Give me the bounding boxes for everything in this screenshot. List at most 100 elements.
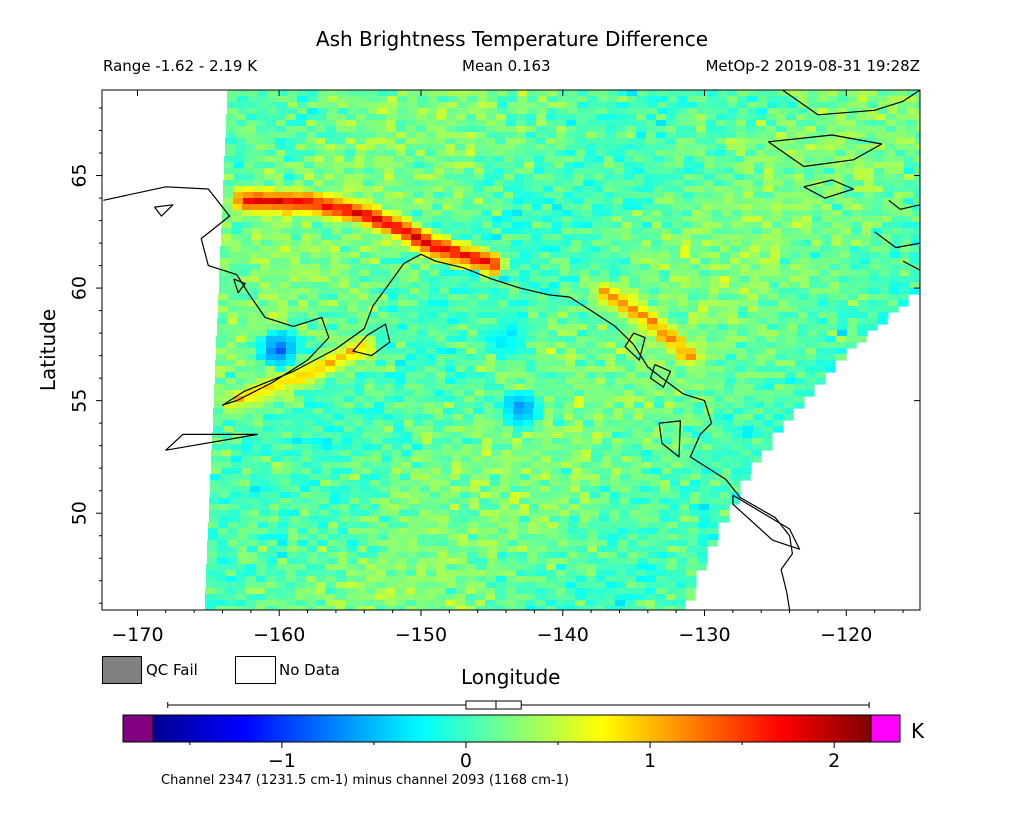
swath-pixel [622,444,633,451]
swath-pixel [619,276,630,283]
swath-pixel [639,504,650,511]
swath-pixel [251,456,262,463]
swath-pixel [950,258,961,265]
swath-pixel [776,348,787,355]
swath-pixel [903,180,914,187]
swath-pixel [313,426,324,433]
swath-pixel [501,462,512,469]
swath-pixel [367,558,378,565]
swath-pixel [765,366,776,373]
swath-pixel [584,156,595,163]
swath-pixel [656,132,667,139]
swath-pixel [645,378,656,385]
swath-pixel [755,366,766,373]
swath-pixel [676,342,687,349]
swath-pixel [544,162,555,169]
swath-pixel [743,180,754,187]
swath-pixel [704,174,715,181]
swath-pixel [834,174,845,181]
swath-pixel [277,108,288,115]
swath-pixel [335,372,346,379]
swath-pixel [676,126,687,133]
swath-pixel [774,384,785,391]
swath-pixel [830,252,841,259]
swath-pixel [619,282,630,289]
swath-pixel [529,516,540,523]
swath-pixel [436,126,447,133]
swath-pixel [300,258,311,265]
swath-pixel [451,462,462,469]
swath-pixel [374,396,385,403]
swath-pixel [582,438,593,445]
swath-pixel [644,384,655,391]
swath-pixel [254,402,265,409]
swath-pixel [515,378,526,385]
swath-pixel [722,444,733,451]
swath-pixel [605,378,616,385]
swath-pixel [285,360,296,367]
swath-pixel [289,276,300,283]
swath-pixel [239,276,250,283]
swath-pixel [380,258,391,265]
swath-pixel [329,276,340,283]
swath-pixel [722,438,733,445]
swath-pixel [652,204,663,211]
swath-pixel [877,318,888,325]
swath-pixel [519,282,530,289]
swath-pixel [791,234,802,241]
swath-pixel [661,234,672,241]
swath-pixel [708,300,719,307]
swath-pixel [729,288,740,295]
swath-pixel [314,174,325,181]
swath-pixel [283,180,294,187]
swath-pixel [376,336,387,343]
swath-pixel [560,264,571,271]
swath-pixel [888,300,899,307]
swath-pixel [627,540,638,547]
swath-pixel [599,270,610,277]
swath-pixel [316,348,327,355]
swath-pixel [256,126,267,133]
swath-pixel [565,150,576,157]
swath-pixel [627,330,638,337]
swath-pixel [517,330,528,337]
swath-pixel [950,252,961,259]
swath-pixel [635,372,646,379]
swath-pixel [950,264,961,271]
swath-pixel [601,456,612,463]
swath-pixel [674,168,685,175]
swath-pixel [516,342,527,349]
swath-pixel [733,180,744,187]
swath-pixel [677,90,688,97]
swath-pixel [692,432,703,439]
swath-pixel [477,552,488,559]
swath-pixel [699,510,710,517]
swath-pixel [608,534,619,541]
swath-pixel [762,204,773,211]
swath-pixel [475,360,486,367]
swath-pixel [508,306,519,313]
swath-pixel [900,258,911,265]
swath-pixel [318,294,329,301]
swath-pixel [362,444,373,451]
swath-pixel [552,444,563,451]
swath-pixel [371,228,382,235]
swath-pixel [329,288,340,295]
swath-pixel [452,204,463,211]
swath-pixel [657,540,668,547]
swath-pixel [210,492,221,499]
swath-pixel [309,270,320,277]
swath-pixel [221,234,232,241]
swath-pixel [675,372,686,379]
swath-pixel [707,96,718,103]
swath-pixel [880,246,891,253]
swath-pixel [460,246,471,253]
swath-pixel [550,246,561,253]
swath-pixel [960,252,971,259]
swath-pixel [252,204,263,211]
swath-pixel [456,114,467,121]
swath-pixel [480,474,491,481]
swath-pixel [584,390,595,397]
swath-pixel [447,102,458,109]
swath-pixel [616,132,627,139]
